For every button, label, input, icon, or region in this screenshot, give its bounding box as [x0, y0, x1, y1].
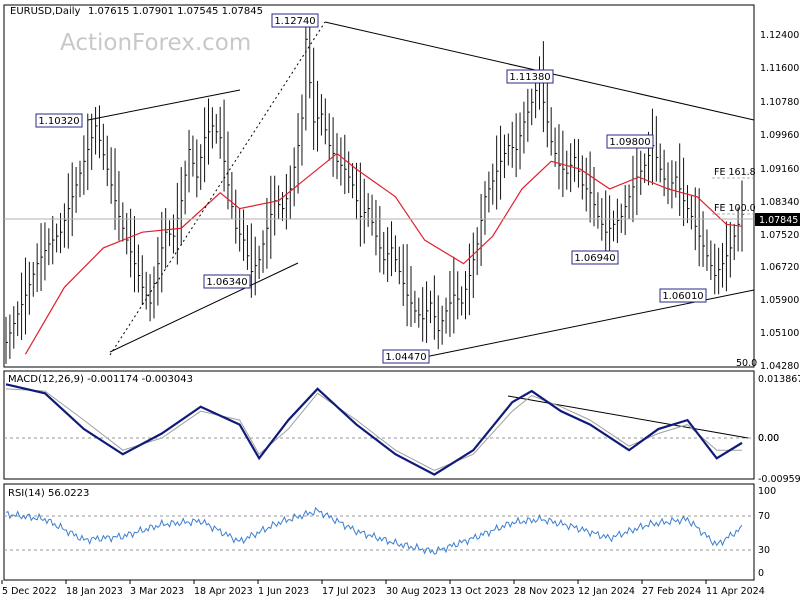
price-label-text: 1.12740 [274, 16, 315, 27]
chart-symbol: EURUSD,Daily [10, 6, 81, 17]
price-label-text: 1.11380 [509, 72, 550, 83]
x-axis-label: 30 Aug 2023 [386, 586, 447, 597]
macd-tick: 0.00 [758, 433, 779, 444]
rsi-line [5, 506, 743, 555]
price-tick: 1.04280 [760, 361, 799, 372]
price-label-7: 1.06010 [659, 288, 707, 303]
price-tick: 1.12400 [760, 30, 799, 41]
rsi-tick: 30 [758, 545, 770, 556]
price-tick: 1.09160 [760, 164, 799, 175]
current-price-value: 1.07845 [759, 215, 798, 226]
macd-title: MACD(12,26,9) -0.001174 -0.003043 [8, 374, 193, 385]
fe-100-label: FE 100.0 [714, 203, 756, 214]
x-axis-label: 12 Jan 2024 [578, 586, 635, 597]
x-axis: 5 Dec 2022 18 Jan 2023 3 Mar 2023 18 Apr 20… [1, 580, 765, 597]
chart-ohlc: 1.07615 1.07901 1.07545 1.07845 [88, 6, 263, 17]
x-axis-label: 11 Apr 2024 [706, 586, 765, 597]
price-label-text: 1.04470 [385, 352, 426, 363]
price-axis: 1.12400 1.11600 1.10780 1.09960 1.09160 … [755, 30, 800, 372]
price-label-text: 1.06940 [574, 253, 615, 264]
x-axis-label: 18 Apr 2023 [194, 586, 253, 597]
x-axis-label: 18 Jan 2023 [66, 586, 123, 597]
price-label-text: 1.10320 [38, 116, 79, 127]
rsi-tick: 70 [758, 511, 770, 522]
price-label-8: 1.04470 [382, 349, 430, 364]
macd-panel [3, 370, 755, 480]
x-axis-label: 17 Jul 2023 [322, 586, 376, 597]
price-tick: 1.10780 [760, 97, 799, 108]
price-tick: 1.11600 [760, 63, 799, 74]
macd-line [5, 383, 743, 476]
x-axis-label: 3 Mar 2023 [130, 586, 184, 597]
trendline-upper-left [87, 89, 241, 121]
rsi-tick: 100 [758, 486, 776, 497]
price-label-text: 1.06010 [662, 291, 703, 302]
price-tick: 1.05100 [760, 328, 799, 339]
price-label-6: 1.06940 [571, 250, 619, 265]
current-price-box [755, 213, 800, 226]
macd-tick: 0.013867 [758, 374, 800, 385]
fe-161-label: FE 161.8 [714, 167, 756, 178]
price-label-text: 1.06340 [206, 277, 247, 288]
price-label-1: 1.12740 [271, 13, 319, 28]
price-label-4: 1.09800 [606, 134, 654, 149]
price-tick: 1.06720 [760, 262, 799, 273]
moving-average-line [24, 152, 743, 355]
trendline-lower-left [109, 262, 299, 353]
macd-tick: -0.009599 [758, 474, 800, 485]
trendline-dotted [109, 21, 326, 356]
rsi-tick: 0 [758, 568, 764, 579]
price-label-3: 1.11380 [506, 69, 554, 84]
rsi-axis: 100 70 30 0 [758, 486, 776, 579]
watermark: ActionForex.com [60, 30, 251, 56]
macd-axis: 0.013867 0.00 0.00 -0.009599 [758, 374, 800, 485]
price-tick: 1.09960 [760, 130, 799, 141]
price-label-2: 1.10320 [35, 113, 83, 128]
x-axis-label: 27 Feb 2024 [642, 586, 701, 597]
price-tick: 1.05900 [760, 295, 799, 306]
x-axis-label: 1 Jun 2023 [258, 586, 309, 597]
price-label-text: 1.09800 [609, 137, 650, 148]
price-tick: 1.08340 [760, 197, 799, 208]
x-axis-label: 13 Oct 2023 [450, 586, 509, 597]
fe-50-label: 50.0 [736, 358, 757, 369]
macd-tick: 0.00 [758, 433, 779, 444]
rsi-panel [3, 483, 755, 581]
price-tick: 1.07520 [760, 230, 799, 241]
rsi-title: RSI(14) 56.0223 [8, 488, 89, 499]
price-label-5: 1.06340 [203, 274, 251, 289]
x-axis-label: 28 Nov 2023 [514, 586, 575, 597]
x-axis-label: 5 Dec 2022 [2, 586, 57, 597]
